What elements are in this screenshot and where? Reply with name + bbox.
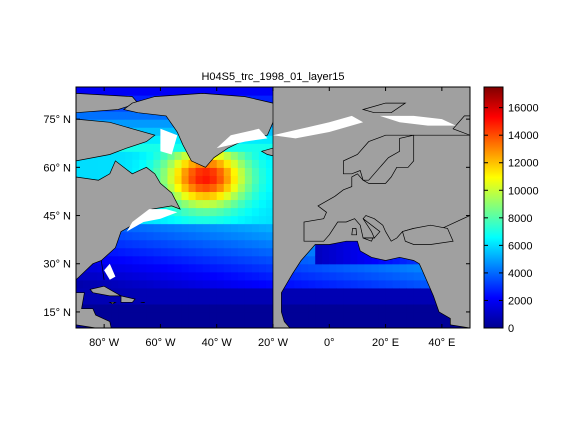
longitude-tick-label: 80° W bbox=[89, 337, 120, 349]
longitude-tick-label: 20° W bbox=[258, 337, 289, 349]
colorbar-ticks: 0 2000 4000 6000 8000 10000 12000 14000 16000 bbox=[484, 103, 539, 335]
land-polygon bbox=[343, 134, 414, 181]
colorbar: 0 2000 4000 6000 8000 10000 12000 14000 16000 bbox=[483, 86, 539, 335]
no-data-region bbox=[126, 209, 178, 232]
colorbar-tick-label: 0 bbox=[508, 323, 514, 335]
colorbar-tick-label: 10000 bbox=[508, 185, 539, 197]
no-data-region bbox=[273, 115, 364, 139]
longitude-tick-label: 60° W bbox=[145, 337, 176, 349]
colorbar-tick-label: 16000 bbox=[508, 103, 539, 115]
longitude-tick-label: 0° bbox=[324, 337, 335, 349]
latitude-tick-label: 75° N bbox=[43, 114, 71, 126]
longitude-ticks: 80° W 60° W 40° W 20° W 0° 20° E 40° E bbox=[89, 87, 455, 349]
longitude-tick-label: 40° E bbox=[428, 337, 455, 349]
no-data-region bbox=[160, 128, 178, 155]
land-polygon bbox=[361, 102, 407, 114]
map-title: H04S5_trc_1998_01_layer15 bbox=[201, 71, 344, 83]
latitude-tick-label: 60° N bbox=[43, 162, 71, 174]
colorbar-tick-label: 6000 bbox=[508, 240, 532, 252]
no-data-region bbox=[216, 128, 268, 149]
land-polygon bbox=[303, 134, 470, 242]
land-polygon bbox=[76, 87, 181, 328]
land-polygon bbox=[108, 301, 117, 305]
land-polygon bbox=[76, 93, 139, 114]
land-polygon bbox=[76, 118, 156, 162]
longitude-tick-label: 40° W bbox=[202, 337, 233, 349]
land-polygon bbox=[89, 285, 123, 297]
latitude-tick-label: 30° N bbox=[43, 259, 71, 271]
colorbar-tick-label: 4000 bbox=[508, 268, 532, 280]
colorbar-tick-label: 2000 bbox=[508, 295, 532, 307]
longitude-tick-label: 20° E bbox=[372, 337, 399, 349]
no-data-region bbox=[379, 115, 456, 126]
land-polygon bbox=[362, 237, 374, 242]
colorbar-tick-label: 8000 bbox=[508, 213, 532, 225]
land-polygon bbox=[351, 228, 357, 236]
land-polygon bbox=[452, 115, 470, 136]
colorbar-gradient bbox=[483, 86, 504, 329]
land-polygon bbox=[120, 295, 136, 303]
latitude-tick-label: 15° N bbox=[43, 307, 71, 319]
land-masses bbox=[76, 87, 470, 328]
no-data-region bbox=[104, 263, 116, 280]
colorbar-tick-label: 12000 bbox=[508, 158, 539, 170]
latitude-ticks: 15° N 30° N 45° N 60° N 75° N bbox=[43, 114, 470, 319]
land-polygon bbox=[402, 224, 454, 245]
map-plot-area: 80° W 60° W 40° W 20° W 0° 20° E 40° E 15° N 30… bbox=[43, 86, 471, 349]
colorbar-tick-label: 14000 bbox=[508, 130, 539, 142]
land-polygon bbox=[362, 218, 381, 239]
latitude-tick-label: 45° N bbox=[43, 211, 71, 223]
